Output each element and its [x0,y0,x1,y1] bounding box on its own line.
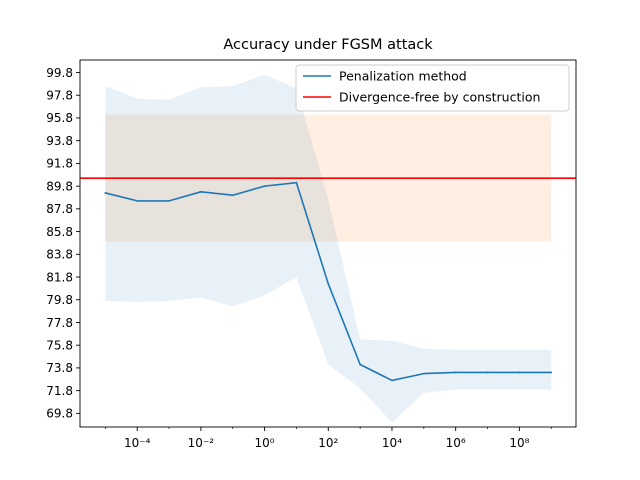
y-tick-label: 79.8 [46,293,73,307]
y-tick-label: 93.8 [46,134,73,148]
x-tick-label: 10² [318,436,338,450]
x-tick-label: 10⁰ [255,436,275,450]
y-tick-label: 91.8 [46,157,73,171]
legend-label-penalization: Penalization method [339,69,467,84]
x-tick-label: 10⁴ [382,436,402,450]
y-tick-label: 71.8 [46,384,73,398]
y-tick-label: 89.8 [46,179,73,193]
penalization-point [199,190,202,193]
y-tick-label: 99.8 [46,66,73,80]
penalization-point [136,199,139,202]
legend: Penalization method Divergence-free by co… [295,64,570,112]
penalization-point [327,282,330,285]
penalization-point [263,185,266,188]
axes-layer: 69.8 71.8 73.8 75.8 77.8 79.8 81.8 83.8 85.8 87.8… [46,59,577,450]
chart-title: Accuracy under FGSM attack [223,37,433,53]
y-tick-label: 85.8 [46,225,73,239]
penalization-point [231,194,234,197]
penalization-point [359,363,362,366]
penalization-point [518,371,521,374]
x-tick-label: 10⁻⁴ [124,436,151,450]
y-tick-label: 77.8 [46,316,73,330]
penalization-point [454,371,457,374]
legend-box [295,64,570,112]
x-tick-label: 10⁸ [509,436,529,450]
penalization-point [104,192,107,194]
x-tick-label: 10⁶ [446,436,466,450]
y-tick-label: 97.8 [46,89,73,103]
penalization-point [422,372,425,375]
x-tick-label: 10⁻² [188,436,215,450]
y-tick-label: 81.8 [46,270,73,284]
legend-label-divergence-free: Divergence-free by construction [339,90,540,105]
penalization-point [295,181,298,184]
y-tick-label: 87.8 [46,202,73,216]
y-tick-label: 83.8 [46,248,73,262]
y-tick-label: 95.8 [46,111,73,125]
penalization-point [391,379,393,382]
penalization-band [105,74,552,423]
y-tick-label: 69.8 [46,407,73,421]
penalization-point [168,199,170,202]
y-tick-label: 75.8 [46,338,73,352]
y-tick-label: 73.8 [46,361,73,375]
penalization-point [550,371,553,374]
penalization-point [486,371,489,374]
line-layer [80,177,576,382]
